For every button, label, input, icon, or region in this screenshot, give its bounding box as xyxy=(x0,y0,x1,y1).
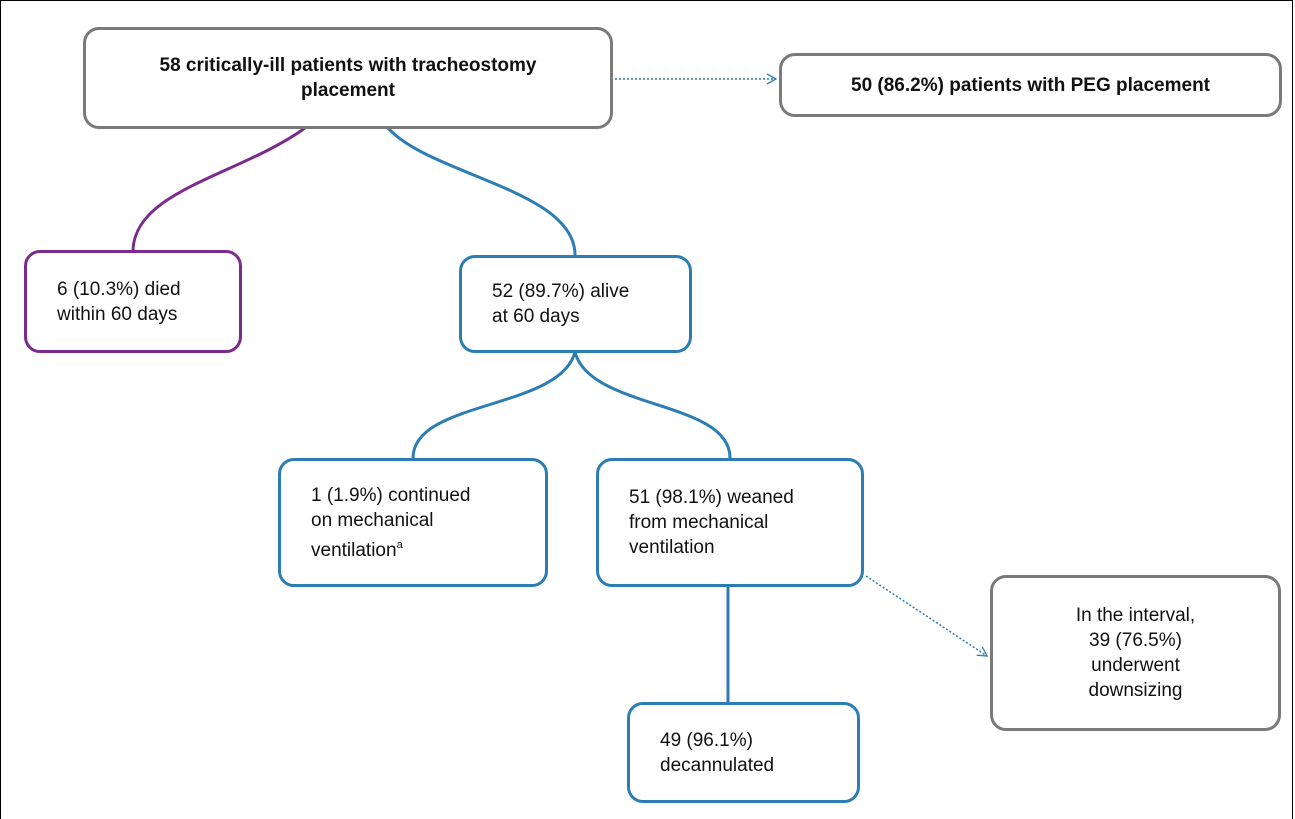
connector xyxy=(411,351,577,459)
downsizing-node: In the interval, 39 (76.5%) underwent do… xyxy=(990,575,1281,731)
node-text: underwent xyxy=(1091,655,1180,676)
node-text: downsizing xyxy=(1088,680,1183,701)
peg-node: 50 (86.2%) patients with PEG placement xyxy=(779,53,1282,117)
weaned-node: 51 (98.1%) weaned from mechanical ventil… xyxy=(596,458,864,587)
died-node: 6 (10.3%) died within 60 days xyxy=(24,250,242,353)
node-text: 39 (76.5%) xyxy=(1089,630,1182,651)
node-text: within 60 days xyxy=(57,303,178,325)
node-text: 51 (98.1%) weaned xyxy=(629,487,794,508)
node-text: 50 (86.2%) patients with PEG placement xyxy=(851,74,1210,96)
decannulated-node: 49 (96.1%) decannulated xyxy=(627,702,860,803)
dotted-arrow xyxy=(865,575,989,657)
node-text: from mechanical xyxy=(629,512,769,533)
node-text: at 60 days xyxy=(492,306,580,327)
node-text: ventilation xyxy=(629,537,715,558)
node-text: placement xyxy=(301,80,395,101)
node-text: 6 (10.3%) died xyxy=(57,278,181,300)
node-text: on mechanical xyxy=(311,509,434,531)
connector xyxy=(131,126,306,251)
node-text: 58 critically-ill patients with tracheos… xyxy=(159,55,537,76)
node-text: 49 (96.1%) xyxy=(660,729,753,751)
node-text: decannulated xyxy=(660,754,775,776)
node-text: 1 (1.9%) continued xyxy=(311,484,471,506)
node-text: 52 (89.7%) alive xyxy=(492,281,630,302)
node-text: In the interval, xyxy=(1075,605,1196,626)
continued-node: 1 (1.9%) continued on mechanical ventila… xyxy=(278,458,548,587)
root-node: 58 critically-ill patients with tracheos… xyxy=(83,27,613,129)
connector xyxy=(386,126,577,256)
alive-node: 52 (89.7%) alive at 60 days xyxy=(459,255,692,353)
connector xyxy=(573,351,732,459)
node-text: ventilation xyxy=(311,539,397,561)
footnote-marker: a xyxy=(396,538,403,551)
